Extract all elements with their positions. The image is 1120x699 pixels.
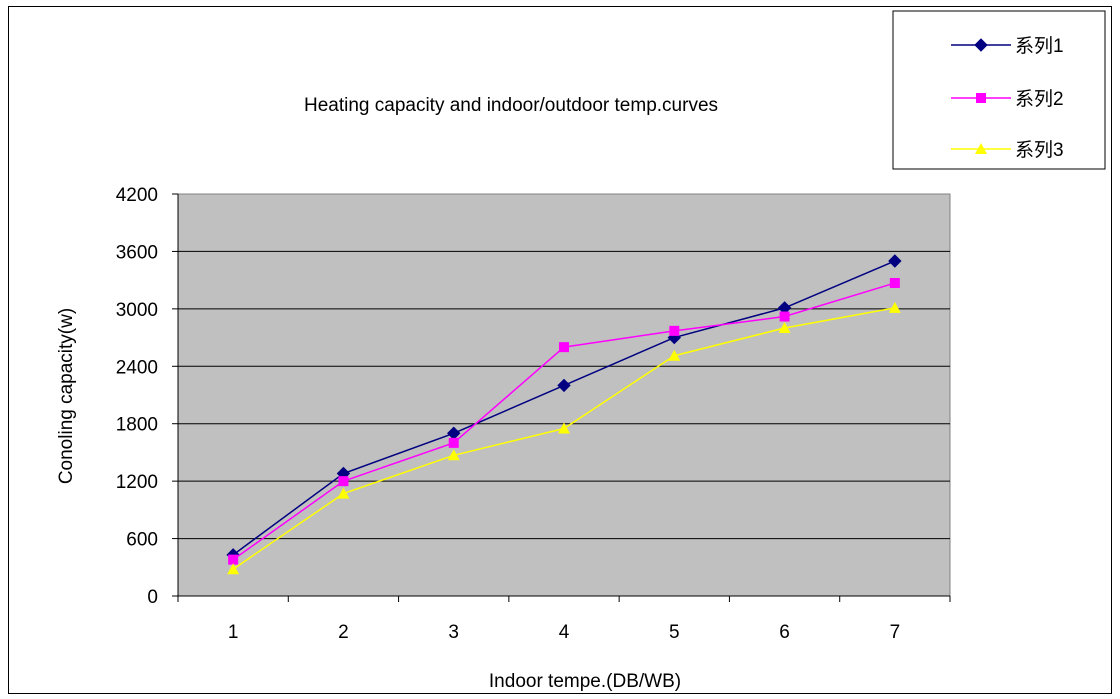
legend: 系列1 系列2 系列3 [892,10,1106,170]
legend-marker [974,38,988,52]
legend-label: 系列2 [1015,88,1064,110]
y-tick-labels: 0 600 1200 1800 2400 3000 3600 4200 [116,185,158,608]
y-tick-label: 3000 [116,300,158,321]
y-axis-title: Conoling capacity(w) [56,308,77,484]
x-tick-label: 4 [559,622,570,643]
legend-item: 系列3 [951,139,1064,161]
x-tick-label: 5 [669,622,680,643]
data-point [779,311,790,322]
data-point [559,342,569,353]
x-tick-labels: 1 2 3 4 5 6 7 [228,622,900,643]
x-tick-label: 2 [338,622,349,643]
y-tick-label: 2400 [116,357,158,378]
data-point [558,422,570,434]
data-point [337,487,350,499]
data-point [888,301,901,313]
x-tick-label: 6 [779,622,790,643]
x-tick-label: 7 [890,622,901,643]
data-point [448,437,459,448]
series-3 [227,301,901,575]
series-lines [226,254,902,575]
data-point [668,349,681,361]
y-tick-label: 3600 [116,242,158,263]
data-point [447,449,460,461]
legend-item: 系列2 [951,88,1064,110]
x-axis-title: Indoor tempe.(DB/WB) [489,671,681,692]
legend-marker [976,93,986,103]
chart-title: Heating capacity and indoor/outdoor temp… [304,95,718,116]
legend-marker [975,143,987,154]
y-tick-label: 1800 [116,415,158,436]
plot-area [177,193,951,597]
data-point [889,278,900,289]
y-tick-label: 600 [126,530,158,551]
data-point [338,476,349,487]
line-chart: Heating capacity and indoor/outdoor temp… [56,10,1106,692]
chart-frame: Heating capacity and indoor/outdoor temp… [8,6,1112,694]
axes [172,193,951,602]
y-tick-label: 1200 [116,472,158,493]
data-point [557,378,571,393]
data-point [778,322,791,333]
x-tick-label: 1 [228,622,239,643]
y-tick-label: 4200 [116,185,158,206]
data-point [888,254,902,268]
data-point [227,563,240,575]
legend-item: 系列1 [951,35,1064,57]
data-point [669,325,680,336]
series-2 [228,278,900,565]
data-point [228,554,239,565]
legend-label: 系列1 [1015,35,1064,57]
legend-label: 系列3 [1015,139,1064,161]
y-tick-label: 0 [147,587,158,608]
x-tick-label: 3 [448,622,459,643]
legend-box [892,10,1106,170]
